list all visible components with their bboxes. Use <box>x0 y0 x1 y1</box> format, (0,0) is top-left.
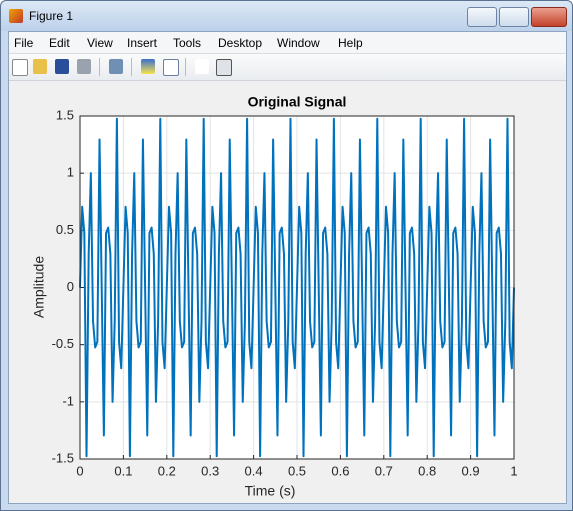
link-button[interactable] <box>109 59 123 74</box>
close-button[interactable] <box>531 7 567 27</box>
window-title: Figure 1 <box>29 9 74 23</box>
separator <box>131 58 132 76</box>
new-button[interactable] <box>12 59 28 76</box>
pointer-button[interactable] <box>195 59 209 74</box>
x-tick-label: 0.5 <box>288 463 306 478</box>
chart-title: Original Signal <box>248 94 347 110</box>
x-tick-label: 1 <box>510 463 517 478</box>
menu-item[interactable]: Help <box>338 36 363 50</box>
y-tick-label: 0.5 <box>56 222 74 237</box>
separator <box>99 58 100 76</box>
colorbar-button[interactable] <box>141 59 155 74</box>
menu-item[interactable]: Insert <box>127 36 158 50</box>
property-button[interactable] <box>216 59 232 76</box>
y-tick-label: 0 <box>67 279 74 294</box>
y-tick-label: -1 <box>62 393 74 408</box>
axes-box <box>79 115 515 460</box>
menu-item[interactable]: Edit <box>49 36 70 50</box>
x-tick-label: 0.4 <box>245 463 263 478</box>
client-area: File Edit View Insert Tools Desktop Window Help… <box>8 31 567 504</box>
print-button[interactable] <box>77 59 91 74</box>
minimize-button[interactable] <box>467 7 497 27</box>
signal-line <box>79 117 515 458</box>
y-tick-label: -1.5 <box>52 450 74 465</box>
y-tick-label: 1 <box>67 165 74 180</box>
title-bar: Figure 1 <box>1 1 572 31</box>
y-tick-label: -0.5 <box>52 336 74 351</box>
menu-item[interactable]: View <box>87 36 113 50</box>
menu-item[interactable]: File <box>14 36 34 50</box>
x-tick-label: 0.8 <box>418 463 436 478</box>
x-tick-label: 0.7 <box>375 463 393 478</box>
menu-bar: File Edit View Insert Tools Desktop Window Help <box>9 32 566 54</box>
x-tick-label: 0.1 <box>114 463 132 478</box>
menu-item[interactable]: Desktop <box>218 36 263 50</box>
x-tick-label: 0.9 <box>462 463 480 478</box>
chart: Original Signal Time (s) Amplitude 0 0.1 0… <box>31 94 518 499</box>
y-axis-label: Amplitude <box>31 256 47 318</box>
menu-item[interactable]: Tools <box>173 36 202 50</box>
legend-button[interactable] <box>163 59 179 76</box>
x-tick-label: 0.6 <box>331 463 349 478</box>
separator <box>185 58 186 76</box>
app-icon <box>9 9 23 23</box>
maximize-button[interactable] <box>499 7 529 27</box>
x-tick-label: 0.2 <box>158 463 176 478</box>
x-tick-label: 0.3 <box>201 463 219 478</box>
x-tick-label: 0 <box>76 463 83 478</box>
save-button[interactable] <box>55 59 69 74</box>
toolbar <box>9 54 566 81</box>
menu-item[interactable]: Window <box>277 36 320 50</box>
y-tick-label: 1.5 <box>56 107 74 122</box>
open-button[interactable] <box>33 59 47 74</box>
x-axis-label: Time (s) <box>245 483 296 499</box>
